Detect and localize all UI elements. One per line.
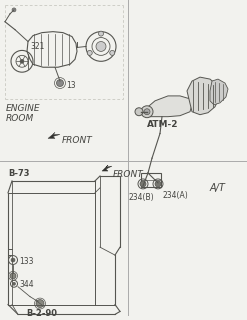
Polygon shape: [210, 79, 228, 105]
Circle shape: [87, 51, 92, 55]
Text: B-2-90: B-2-90: [26, 309, 58, 318]
Text: 234(B): 234(B): [128, 193, 154, 202]
Circle shape: [155, 181, 161, 187]
Text: FRONT: FRONT: [62, 136, 93, 146]
Circle shape: [96, 42, 106, 52]
Circle shape: [13, 282, 16, 285]
Text: ATM-2: ATM-2: [147, 120, 179, 129]
Circle shape: [36, 300, 44, 308]
Circle shape: [20, 59, 24, 63]
Text: FRONT: FRONT: [113, 170, 144, 179]
Text: 321: 321: [30, 42, 44, 51]
Circle shape: [11, 258, 15, 262]
Circle shape: [140, 181, 146, 187]
Polygon shape: [48, 132, 60, 139]
Polygon shape: [148, 96, 192, 117]
Circle shape: [141, 106, 153, 118]
Text: 133: 133: [19, 257, 34, 266]
Text: 234(A): 234(A): [162, 191, 188, 200]
Circle shape: [144, 109, 150, 115]
Text: 13: 13: [66, 81, 76, 90]
Circle shape: [135, 108, 143, 116]
Text: ENGINE
ROOM: ENGINE ROOM: [6, 104, 41, 123]
Text: A/T: A/T: [210, 183, 226, 193]
Circle shape: [110, 51, 115, 55]
Polygon shape: [187, 77, 220, 115]
Text: 344: 344: [19, 280, 34, 289]
Circle shape: [12, 8, 16, 12]
Circle shape: [57, 80, 63, 86]
Circle shape: [99, 31, 103, 36]
Polygon shape: [102, 165, 112, 171]
Bar: [141, 173, 161, 187]
Text: B-73: B-73: [8, 169, 29, 178]
Circle shape: [10, 273, 16, 279]
